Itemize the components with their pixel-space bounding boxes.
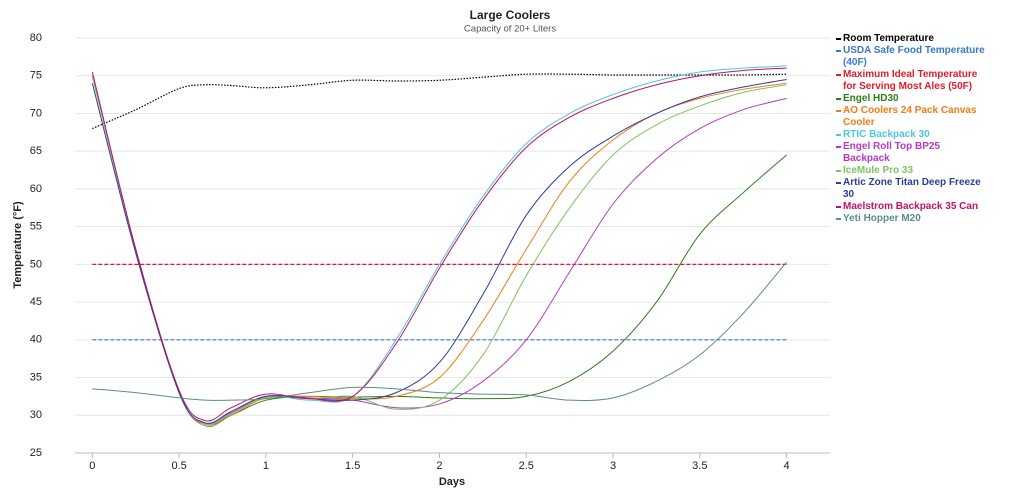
- x-tick-label: 4: [784, 460, 790, 472]
- x-tick-label: 0: [89, 460, 95, 472]
- series-line: [91, 65, 787, 426]
- legend-item: Engel HD30: [836, 93, 986, 105]
- y-tick-label: 35: [30, 371, 42, 383]
- legend-swatch: [836, 110, 841, 112]
- legend-item: IceMule Pro 33: [836, 165, 986, 177]
- legend-item: USDA Safe Food Temperature (40F): [836, 45, 986, 69]
- legend-swatch: [836, 218, 841, 220]
- y-tick-label: 30: [30, 409, 42, 421]
- legend-label: RTIC Backpack 30: [843, 129, 930, 140]
- y-axis-title: Temperature (°F): [12, 201, 24, 289]
- legend-item: Room Temperature: [836, 33, 986, 45]
- legend-label: IceMule Pro 33: [843, 165, 914, 176]
- series-line: [91, 75, 787, 425]
- y-tick-label: 80: [30, 32, 42, 44]
- series-line: [91, 75, 787, 428]
- series-line: [91, 75, 787, 425]
- legend-swatch: [836, 74, 841, 76]
- x-tick-label: 1: [263, 460, 269, 472]
- legend-swatch: [836, 170, 841, 172]
- x-tick-label: 2: [436, 460, 442, 472]
- y-tick-label: 55: [30, 221, 42, 233]
- y-tick-label: 70: [30, 107, 42, 119]
- legend-swatch: [836, 98, 841, 100]
- series-line: [91, 79, 787, 424]
- series-line: [91, 67, 787, 422]
- y-tick-label: 60: [30, 183, 42, 195]
- x-tick-label: 1.5: [345, 460, 360, 472]
- legend-item: Maelstrom Backpack 35 Can: [836, 201, 986, 213]
- legend-item: RTIC Backpack 30: [836, 129, 986, 141]
- y-tick-label: 45: [30, 296, 42, 308]
- legend-label: Maelstrom Backpack 35 Can: [843, 201, 979, 212]
- chart-title: Large Coolers: [470, 8, 551, 22]
- legend-item: Yeti Hopper M20: [836, 213, 986, 225]
- chart-subtitle: Capacity of 20+ Liters: [464, 24, 556, 35]
- legend-swatch: [836, 146, 841, 148]
- legend-swatch: [836, 206, 841, 208]
- x-axis-title: Days: [439, 476, 465, 488]
- legend-label: Artic Zone Titan Deep Freeze 30: [843, 177, 981, 200]
- x-tick-label: 0.5: [171, 460, 186, 472]
- x-tick-label: 2.5: [519, 460, 534, 472]
- legend-item: Maximum Ideal Temperature for Serving Mo…: [836, 69, 986, 93]
- series-line: [91, 75, 787, 426]
- legend-swatch: [836, 50, 841, 52]
- y-tick-label: 25: [30, 447, 42, 459]
- series-line: [92, 73, 787, 130]
- legend-label: Engel HD30: [843, 93, 899, 104]
- y-tick-label: 65: [30, 145, 42, 157]
- legend-label: Engel Roll Top BP25 Backpack: [843, 141, 941, 164]
- x-tick-label: 3: [610, 460, 616, 472]
- legend-item: AO Coolers 24 Pack Canvas Cooler: [836, 105, 986, 129]
- legend-item: Artic Zone Titan Deep Freeze 30: [836, 177, 986, 201]
- legend-swatch: [836, 182, 841, 184]
- legend-label: Yeti Hopper M20: [843, 213, 921, 224]
- y-tick-label: 50: [30, 258, 42, 270]
- legend-label: Room Temperature: [843, 33, 934, 44]
- x-tick-label: 3.5: [692, 460, 707, 472]
- legend-item: Engel Roll Top BP25 Backpack: [836, 141, 986, 165]
- y-tick-label: 75: [30, 70, 42, 82]
- legend-swatch: [836, 134, 841, 136]
- legend: Room Temperature USDA Safe Food Temperatu…: [836, 33, 986, 225]
- legend-label: USDA Safe Food Temperature (40F): [843, 45, 985, 68]
- legend-label: Maximum Ideal Temperature for Serving Mo…: [843, 69, 978, 92]
- legend-swatch: [836, 38, 841, 40]
- series-line: [92, 261, 787, 402]
- y-tick-label: 40: [30, 334, 42, 346]
- legend-label: AO Coolers 24 Pack Canvas Cooler: [843, 105, 977, 128]
